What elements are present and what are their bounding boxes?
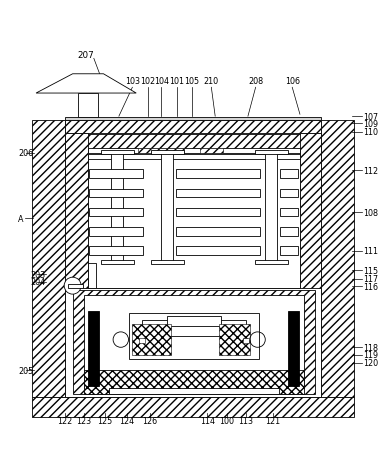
Bar: [288, 311, 299, 386]
Bar: [167, 317, 221, 327]
Text: 103: 103: [125, 77, 140, 86]
Bar: [128, 313, 260, 359]
Circle shape: [64, 278, 81, 295]
Text: 204: 204: [30, 278, 45, 287]
Bar: [200, 149, 223, 153]
Text: 208: 208: [248, 77, 263, 86]
Bar: [89, 247, 143, 255]
Bar: [139, 338, 145, 344]
Bar: [109, 388, 279, 394]
Bar: [65, 135, 321, 149]
Bar: [280, 247, 298, 255]
Text: 113: 113: [239, 416, 253, 425]
Bar: [84, 296, 304, 388]
Bar: [321, 121, 354, 397]
Bar: [300, 134, 321, 397]
Bar: [280, 208, 298, 217]
Polygon shape: [36, 75, 136, 94]
Bar: [65, 134, 88, 397]
Text: 114: 114: [200, 416, 215, 425]
Text: 105: 105: [185, 77, 200, 86]
Text: 111: 111: [364, 247, 379, 256]
Bar: [265, 151, 277, 261]
Bar: [175, 228, 260, 236]
Bar: [151, 150, 184, 154]
Text: 115: 115: [364, 266, 379, 275]
Text: 116: 116: [364, 282, 379, 291]
Bar: [68, 284, 83, 288]
Bar: [175, 208, 260, 217]
Bar: [255, 260, 288, 265]
Bar: [65, 118, 321, 121]
Bar: [88, 263, 96, 288]
Bar: [101, 150, 133, 154]
Bar: [243, 338, 249, 344]
Bar: [88, 311, 99, 386]
Bar: [255, 150, 288, 154]
Text: 203: 203: [30, 270, 45, 279]
Text: 122: 122: [57, 416, 73, 425]
Text: 121: 121: [265, 416, 281, 425]
Text: 125: 125: [97, 416, 112, 425]
Text: 108: 108: [364, 208, 379, 218]
Text: 117: 117: [364, 275, 379, 284]
Text: 118: 118: [364, 343, 379, 352]
Bar: [161, 151, 173, 261]
Text: 102: 102: [140, 77, 155, 86]
Bar: [142, 321, 246, 336]
Text: 124: 124: [119, 416, 134, 425]
Bar: [175, 189, 260, 198]
Bar: [65, 288, 321, 397]
Text: 205: 205: [19, 366, 34, 375]
Bar: [280, 228, 298, 236]
Text: 100: 100: [219, 416, 234, 425]
Text: 112: 112: [364, 166, 379, 175]
Bar: [111, 151, 123, 261]
Bar: [78, 94, 98, 118]
Text: 110: 110: [364, 128, 379, 137]
Text: 210: 210: [204, 77, 219, 86]
Bar: [89, 170, 143, 178]
Bar: [32, 397, 354, 417]
Bar: [138, 149, 184, 153]
Bar: [89, 189, 143, 198]
Text: 123: 123: [77, 416, 92, 425]
Text: 101: 101: [169, 77, 184, 86]
Bar: [151, 260, 184, 265]
Bar: [280, 170, 298, 178]
Bar: [280, 189, 298, 198]
Bar: [32, 121, 65, 397]
Bar: [101, 260, 133, 265]
Text: 207: 207: [78, 51, 95, 60]
Bar: [219, 325, 250, 355]
Text: 206: 206: [19, 149, 34, 158]
Text: 119: 119: [364, 351, 379, 360]
Bar: [84, 371, 304, 394]
Bar: [65, 121, 321, 134]
Bar: [88, 149, 300, 288]
Bar: [73, 290, 315, 394]
Text: 109: 109: [364, 119, 379, 129]
Bar: [175, 247, 260, 255]
Bar: [88, 149, 300, 153]
Text: 126: 126: [142, 416, 157, 425]
Bar: [88, 155, 300, 159]
Text: 106: 106: [285, 77, 300, 86]
Text: 107: 107: [364, 112, 379, 121]
Text: A: A: [17, 214, 23, 223]
Bar: [175, 170, 260, 178]
Bar: [89, 208, 143, 217]
Text: 120: 120: [364, 358, 379, 367]
Bar: [132, 325, 171, 355]
Bar: [89, 228, 143, 236]
Text: 104: 104: [154, 77, 169, 86]
